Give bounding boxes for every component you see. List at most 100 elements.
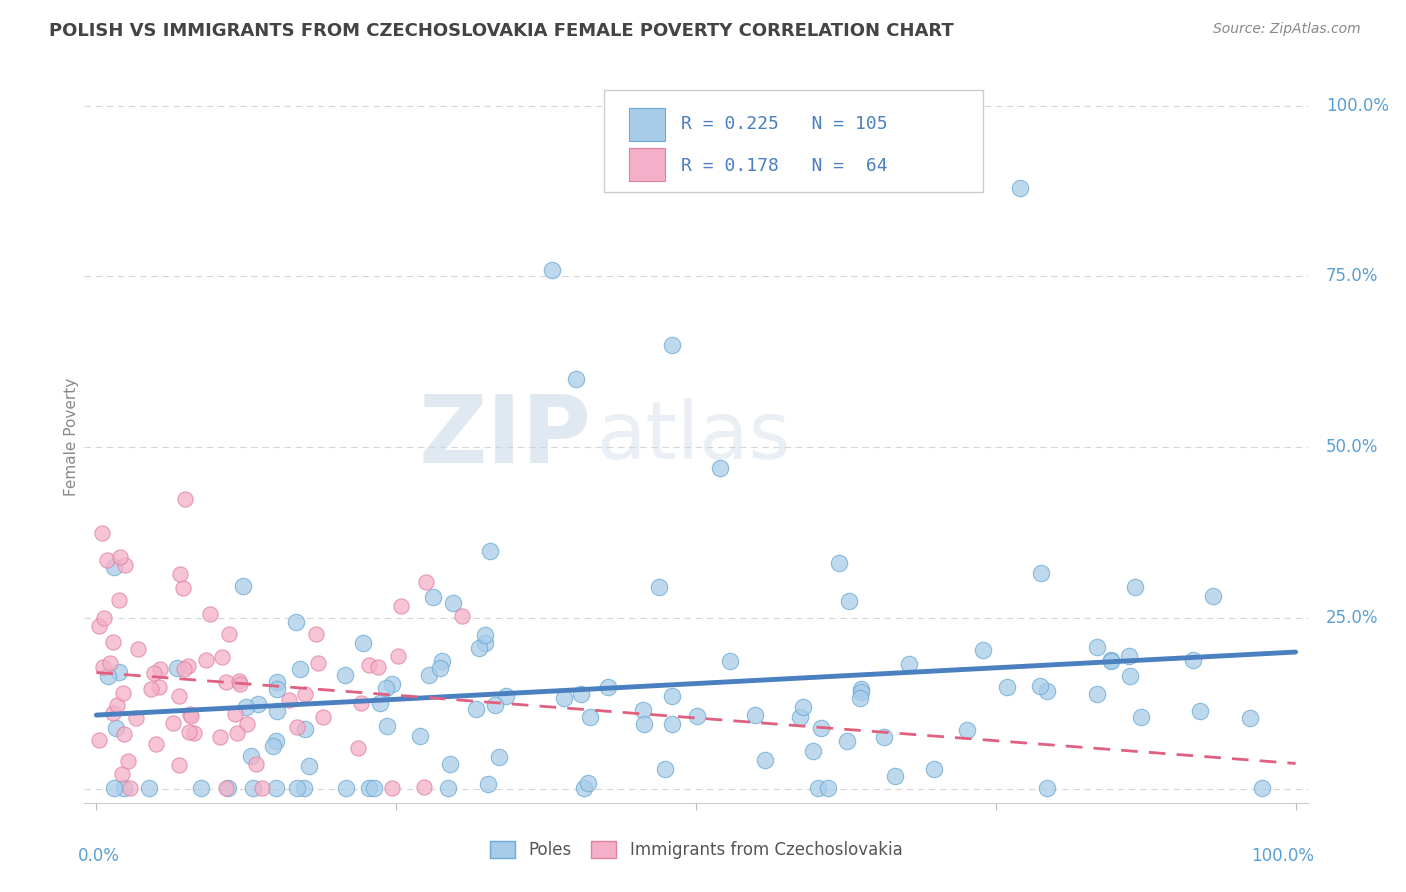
- Point: [451, 609, 474, 624]
- Point: [661, 689, 683, 703]
- Point: [474, 636, 496, 650]
- Point: [91, 525, 114, 540]
- Point: [167, 690, 190, 704]
- Point: [579, 710, 602, 724]
- Point: [225, 725, 247, 739]
- Point: [744, 708, 766, 723]
- Point: [285, 720, 308, 734]
- Point: [633, 703, 655, 717]
- Point: [312, 709, 335, 723]
- Point: [333, 667, 356, 681]
- Point: [179, 706, 201, 721]
- Point: [87, 733, 110, 747]
- Point: [214, 781, 236, 796]
- Text: 25.0%: 25.0%: [1326, 609, 1378, 627]
- Point: [572, 781, 595, 796]
- Text: Source: ZipAtlas.com: Source: ZipAtlas.com: [1213, 22, 1361, 37]
- Point: [849, 681, 872, 696]
- Point: [972, 642, 994, 657]
- Point: [367, 660, 389, 674]
- Text: 75.0%: 75.0%: [1326, 268, 1378, 285]
- Point: [418, 668, 440, 682]
- Point: [179, 724, 201, 739]
- Point: [195, 653, 218, 667]
- Point: [266, 682, 288, 697]
- Point: [247, 698, 270, 712]
- Point: [105, 698, 128, 712]
- Point: [565, 372, 588, 386]
- Point: [415, 574, 437, 589]
- Point: [1036, 684, 1059, 698]
- FancyBboxPatch shape: [628, 148, 665, 181]
- Point: [789, 710, 811, 724]
- Text: POLISH VS IMMIGRANTS FROM CZECHOSLOVAKIA FEMALE POVERTY CORRELATION CHART: POLISH VS IMMIGRANTS FROM CZECHOSLOVAKIA…: [49, 22, 953, 40]
- Point: [190, 781, 212, 796]
- Point: [754, 753, 776, 767]
- Point: [1239, 711, 1261, 725]
- Point: [1118, 669, 1140, 683]
- Point: [1129, 710, 1152, 724]
- Point: [873, 731, 896, 745]
- Point: [381, 781, 404, 796]
- Point: [240, 749, 263, 764]
- Point: [375, 719, 398, 733]
- Legend: Poles, Immigrants from Czechoslovakia: Poles, Immigrants from Czechoslovakia: [485, 836, 907, 864]
- Point: [127, 642, 149, 657]
- Text: ZIP: ZIP: [419, 391, 592, 483]
- Point: [169, 566, 191, 581]
- Point: [357, 658, 380, 673]
- Point: [922, 762, 945, 776]
- Point: [810, 721, 832, 735]
- Point: [211, 650, 233, 665]
- Point: [569, 687, 592, 701]
- Point: [232, 579, 254, 593]
- Point: [105, 721, 128, 735]
- Point: [108, 665, 131, 679]
- Point: [93, 611, 115, 625]
- Text: 100.0%: 100.0%: [1251, 847, 1313, 864]
- Point: [541, 262, 564, 277]
- Point: [828, 556, 851, 570]
- Point: [437, 781, 460, 796]
- Point: [884, 769, 907, 783]
- Point: [242, 781, 264, 796]
- Point: [1008, 180, 1031, 194]
- Point: [633, 717, 655, 731]
- Point: [264, 781, 287, 796]
- Point: [347, 741, 370, 756]
- Point: [792, 699, 814, 714]
- Point: [172, 582, 194, 596]
- Point: [290, 662, 312, 676]
- Point: [215, 674, 238, 689]
- Point: [229, 677, 252, 691]
- Point: [335, 781, 357, 796]
- Point: [835, 734, 858, 748]
- Point: [495, 690, 517, 704]
- Point: [101, 634, 124, 648]
- Point: [838, 593, 860, 607]
- Point: [1099, 654, 1122, 668]
- Point: [1188, 704, 1211, 718]
- Point: [120, 781, 142, 796]
- Point: [956, 723, 979, 737]
- Point: [352, 636, 374, 650]
- Point: [98, 657, 121, 671]
- Point: [409, 729, 432, 743]
- Point: [553, 690, 575, 705]
- FancyBboxPatch shape: [628, 108, 665, 141]
- Point: [143, 665, 166, 680]
- Point: [598, 680, 620, 694]
- Text: R = 0.178   N =  64: R = 0.178 N = 64: [682, 158, 889, 176]
- Point: [266, 704, 288, 718]
- Point: [245, 757, 267, 772]
- Point: [176, 658, 198, 673]
- Point: [357, 781, 380, 796]
- Point: [368, 696, 391, 710]
- Point: [1036, 781, 1059, 796]
- Text: 50.0%: 50.0%: [1326, 438, 1378, 457]
- Point: [111, 686, 134, 700]
- Point: [305, 627, 328, 641]
- Point: [266, 675, 288, 690]
- Point: [429, 661, 451, 675]
- Point: [108, 592, 131, 607]
